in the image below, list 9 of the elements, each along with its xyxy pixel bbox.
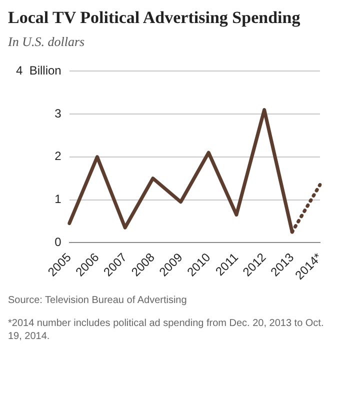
y-tick-label: 2 bbox=[54, 149, 62, 164]
y-tick-label: 3 bbox=[54, 106, 62, 120]
y-tick-label: 4 Billion bbox=[16, 64, 62, 78]
chart-title: Local TV Political Advertising Spending bbox=[8, 8, 302, 28]
source-note: Source: Television Bureau of Advertising bbox=[8, 294, 188, 307]
text: *2014 number includes political ad spending from Dec. 20, 2013 to Oct. 19, 2014. bbox=[8, 317, 325, 343]
chart-subtitle: In U.S. dollars bbox=[8, 34, 86, 50]
y-tick-label: 1 bbox=[54, 192, 62, 206]
y-tick-label: 0 bbox=[54, 234, 62, 249]
